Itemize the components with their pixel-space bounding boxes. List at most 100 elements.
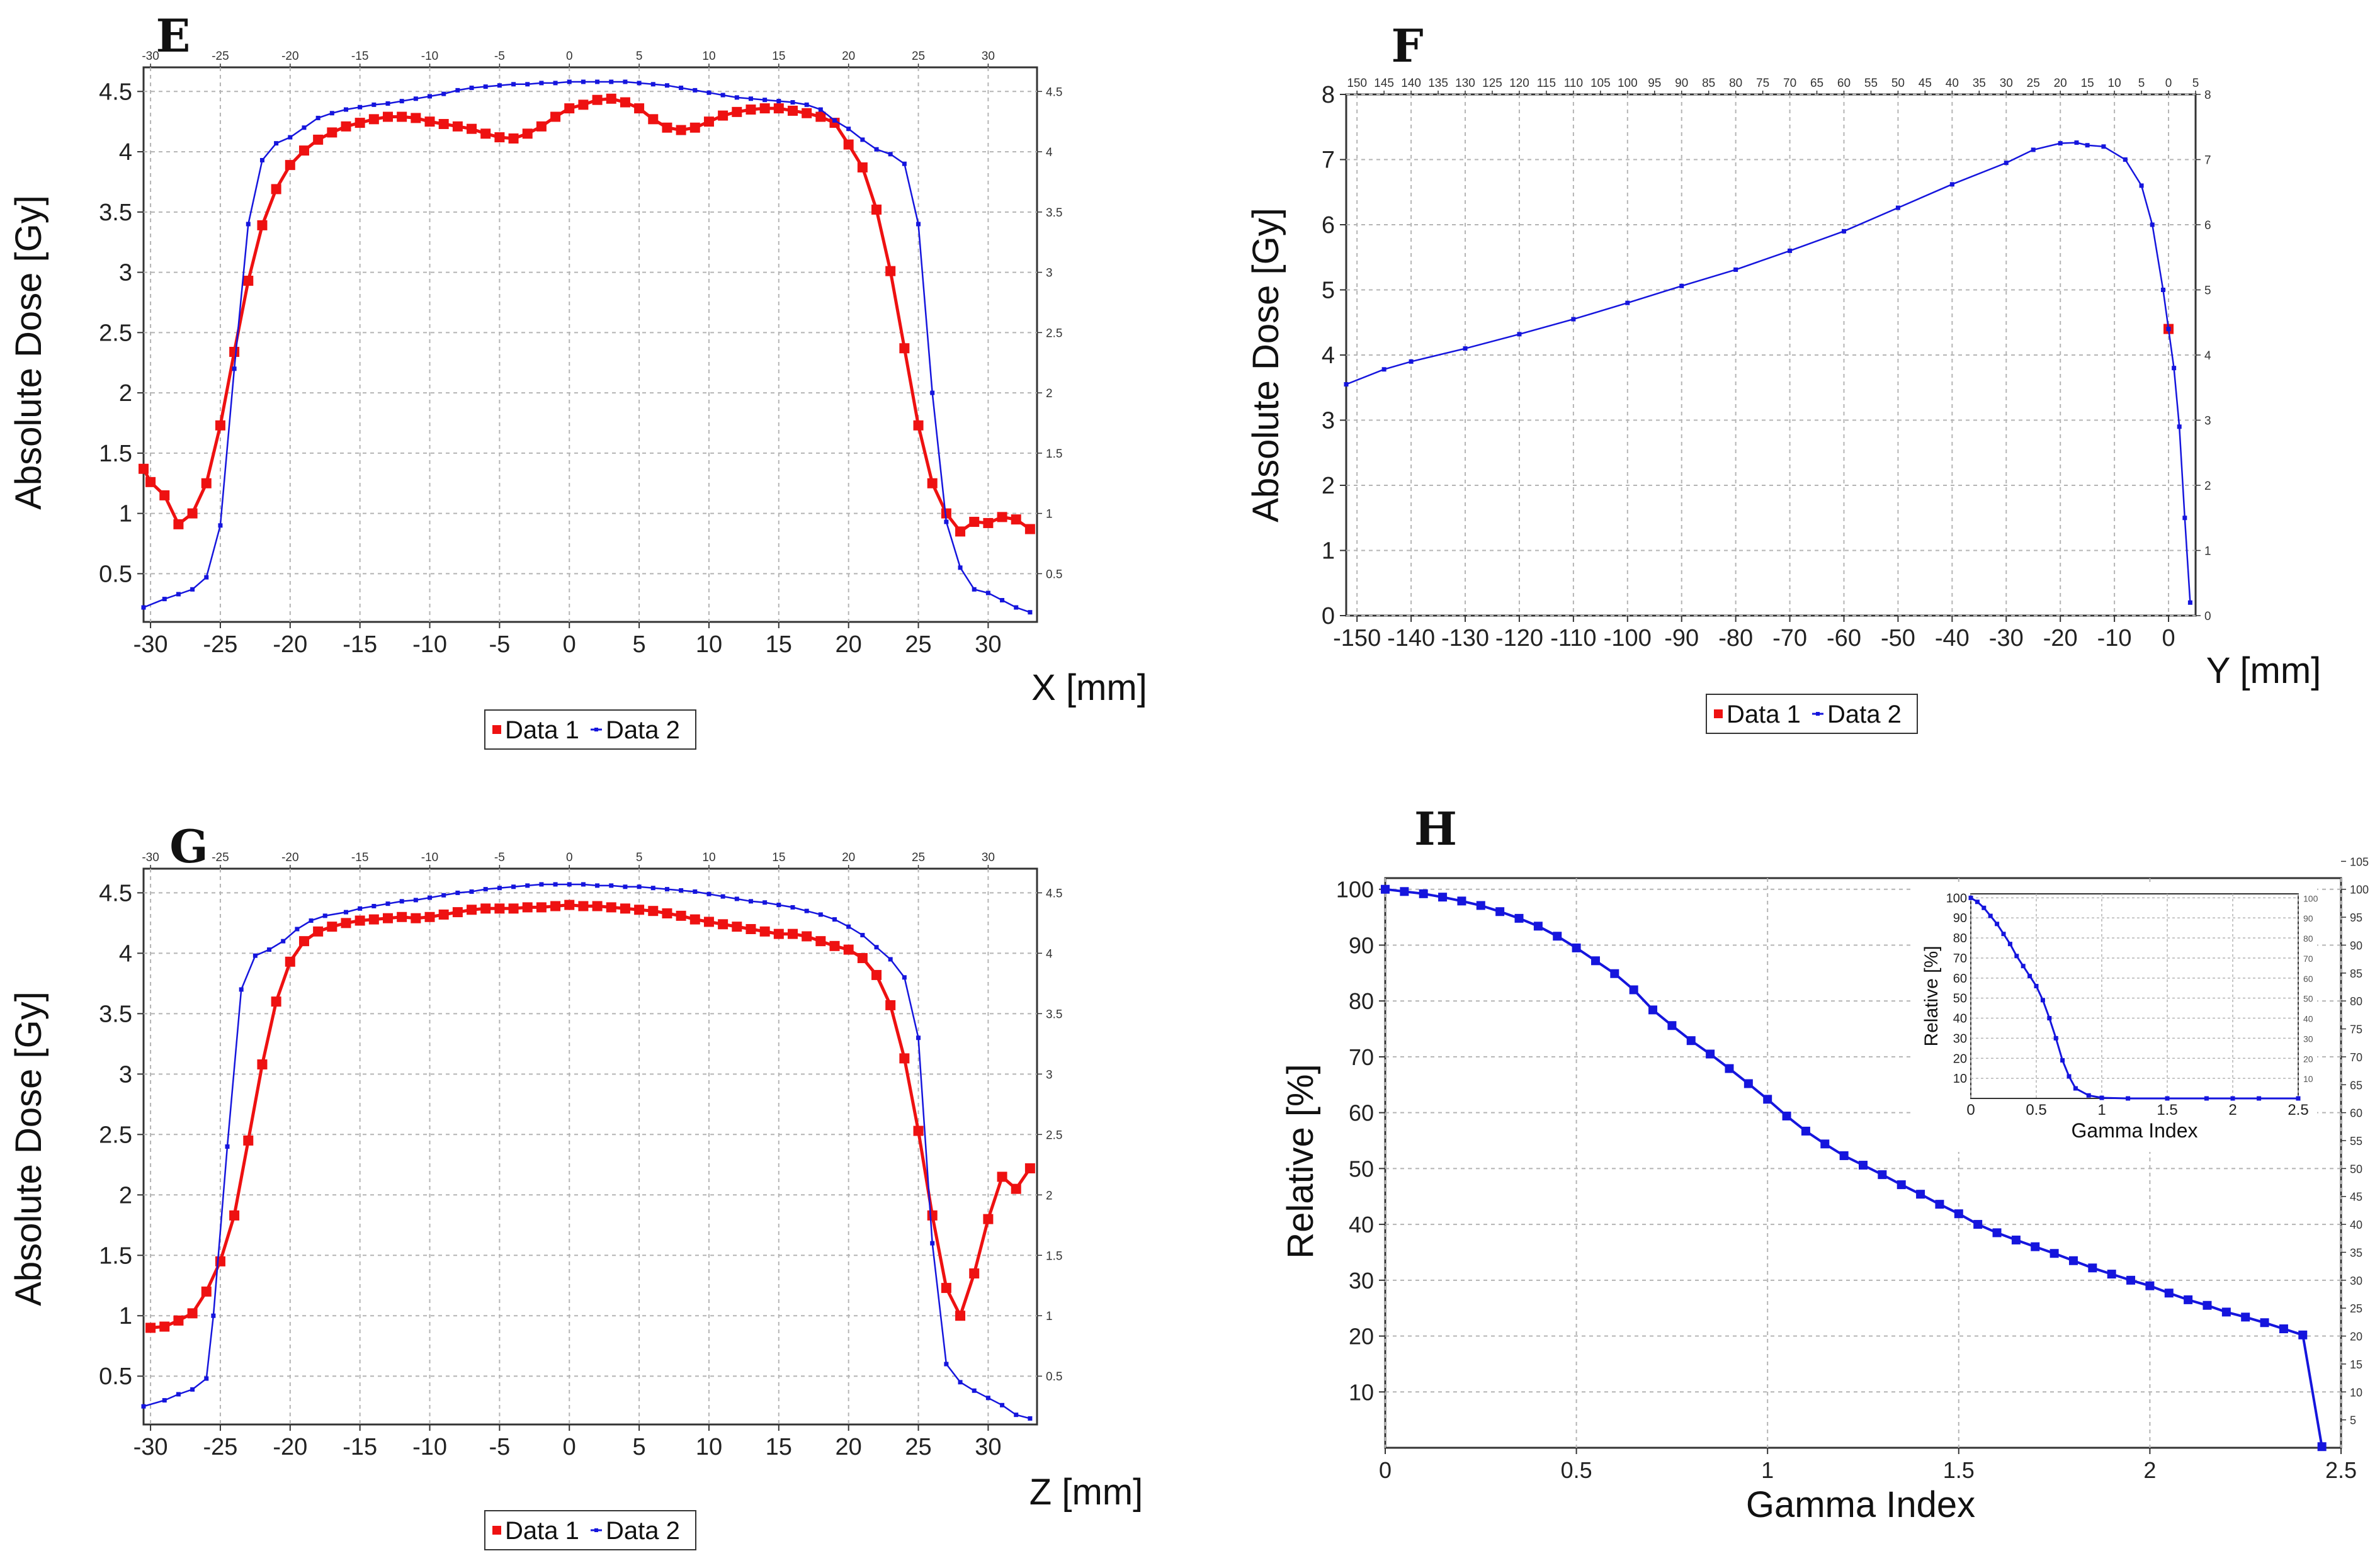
inset-right-tick-label: 30 [2303, 1034, 2313, 1044]
right-tick-label: 7 [2204, 154, 2211, 167]
data-point [302, 125, 307, 130]
y-tick-label: 1 [1322, 538, 1335, 565]
right-tick-label: 1 [2204, 545, 2211, 558]
data-point [829, 940, 840, 951]
y-tick-label: 30 [1349, 1268, 1374, 1294]
data-point [1457, 896, 1466, 906]
x-axis-title: Y [mm] [2206, 650, 2322, 691]
data-point [483, 84, 488, 89]
data-point [927, 478, 938, 488]
data-point [298, 145, 309, 156]
x-tick-label: -120 [1495, 625, 1543, 651]
data-point [1743, 1079, 1753, 1088]
data-point [1381, 884, 1390, 894]
data-point [2123, 157, 2128, 162]
data-point [634, 905, 645, 915]
top-tick-label: 50 [1891, 77, 1905, 90]
right-tick-label: 105 [2350, 855, 2369, 868]
right-tick-label: 10 [2350, 1386, 2362, 1399]
data-point [706, 90, 712, 95]
data-point [274, 141, 279, 146]
top-tick-label: 0 [566, 851, 573, 864]
data-point [2031, 1242, 2040, 1251]
top-tick-label: -25 [212, 851, 229, 864]
x-tick-label: -40 [1935, 625, 1970, 651]
right-tick-label: 95 [2350, 911, 2362, 924]
top-tick-label: 15 [2081, 77, 2094, 90]
data-point [2221, 1307, 2231, 1317]
data-point [2150, 222, 2155, 227]
data-point [620, 97, 630, 108]
data-point [257, 220, 268, 230]
data-point [885, 266, 896, 276]
right-tick-label: 6 [2204, 219, 2211, 232]
data-point [790, 100, 795, 105]
panel-letter: E [156, 9, 191, 62]
data-point [913, 1125, 924, 1136]
data-point [997, 512, 1007, 522]
chart-panel-g: G-30 -25 -20 -15 -10 -5 0 5 10 15 20 25 300.511.522.… [8, 820, 1143, 1550]
top-tick-label: -15 [351, 50, 368, 63]
right-tick-label: 55 [2350, 1135, 2362, 1148]
right-tick-label: 65 [2350, 1079, 2362, 1091]
x-tick-label: 5 [633, 1434, 646, 1460]
right-tick-label: 3 [1046, 267, 1053, 280]
data-point [899, 343, 910, 354]
data-point [204, 1376, 209, 1381]
x-tick-label: 20 [836, 1434, 862, 1460]
y-tick-label: 7 [1322, 147, 1335, 174]
data-point [246, 222, 251, 227]
data-point [1533, 922, 1543, 931]
inset-data-point [2021, 964, 2026, 969]
right-tick-label: 85 [2350, 967, 2362, 980]
inset-chart: 0 0.5 1 1.5 2 2.5 10 20 30 40 50 60 70 80 90 100 10 20 30 4… [1914, 884, 2318, 1152]
data-point [455, 890, 460, 895]
data-point [662, 908, 672, 919]
x-tick-label: -80 [1718, 625, 1753, 651]
right-tick-label: 20 [2350, 1331, 2362, 1343]
x-tick-label: -15 [343, 631, 377, 658]
inset-right-tick-label: 100 [2303, 893, 2318, 903]
data-point [187, 1308, 198, 1319]
data-point [734, 95, 739, 100]
data-point [857, 162, 868, 172]
data-point [720, 93, 725, 98]
y-tick-label: 1.5 [99, 441, 132, 467]
right-tick-label: 40 [2350, 1219, 2362, 1231]
data-point [358, 104, 363, 110]
inset-data-point [2086, 1093, 2091, 1098]
x-tick-label: -5 [489, 631, 510, 658]
data-point [1973, 1220, 1983, 1229]
series-data-2 [141, 79, 1033, 615]
data-point [2088, 1263, 2097, 1273]
top-tick-label: 0 [2165, 77, 2172, 90]
right-tick-label: 5 [2204, 285, 2211, 298]
x-tick-label: -90 [1664, 625, 1699, 651]
y-tick-label: 4 [1322, 342, 1335, 369]
data-point [383, 111, 394, 122]
data-point [480, 903, 491, 914]
top-tick-label: 105 [1590, 77, 1611, 90]
inset-data-point [2126, 1096, 2131, 1101]
data-point [494, 132, 505, 143]
data-point [1517, 332, 1522, 337]
data-point [371, 102, 377, 107]
x-tick-label: -110 [1550, 625, 1596, 651]
data-point [385, 901, 390, 906]
top-tick-label: 45 [1919, 77, 1932, 90]
legend-label-data1: Data 1 [505, 716, 579, 744]
legend: Data 1 Data 2 [484, 709, 696, 750]
series-line [150, 903, 1031, 1329]
data-point [467, 905, 477, 915]
data-point [288, 135, 293, 140]
y-tick-label: 1.5 [99, 1243, 132, 1269]
data-point [732, 106, 742, 117]
inset-right-tick-label: 80 [2303, 933, 2313, 944]
y-axis-title: Absolute Dose [Gy] [8, 195, 49, 510]
x-tick-label: -20 [2043, 625, 2078, 651]
right-tick-label: 75 [2350, 1024, 2362, 1036]
x-tick-label: -30 [1989, 625, 2024, 651]
data-point [455, 87, 460, 93]
data-point [634, 103, 645, 114]
